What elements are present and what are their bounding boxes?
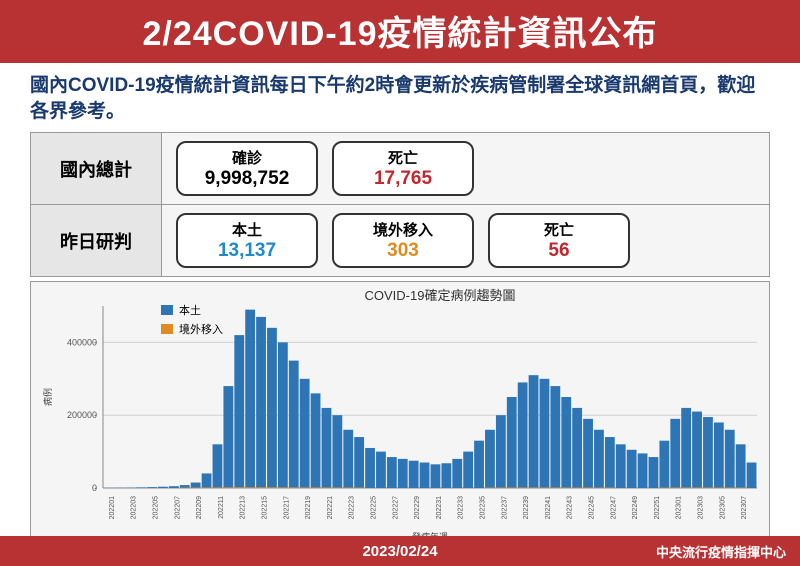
chart-legend: 本土 境外移入 xyxy=(161,302,223,340)
chart-svg: COVID-19確定病例趨勢圖0-200000-400000-病例2022012… xyxy=(33,288,767,544)
stat-card: 確診9,998,752 xyxy=(176,141,318,196)
svg-text:-: - xyxy=(94,338,97,348)
card-value: 17,765 xyxy=(348,168,458,190)
legend-label-imported: 境外移入 xyxy=(179,321,223,337)
svg-text:202227: 202227 xyxy=(392,496,399,519)
legend-label-local: 本土 xyxy=(179,302,201,318)
stat-card: 本土13,137 xyxy=(176,213,318,268)
stat-card: 境外移入303 xyxy=(332,213,474,268)
svg-text:202223: 202223 xyxy=(349,496,356,519)
svg-text:200000: 200000 xyxy=(67,410,97,420)
svg-text:病例: 病例 xyxy=(42,388,53,406)
svg-text:202201: 202201 xyxy=(109,496,116,519)
card-value: 13,137 xyxy=(192,240,302,262)
row-label-yesterday: 昨日研判 xyxy=(31,205,162,276)
svg-text:202231: 202231 xyxy=(436,496,443,519)
stats-block: 國內總計 確診9,998,752死亡17,765 昨日研判 本土13,137境外… xyxy=(30,132,770,277)
card-label: 死亡 xyxy=(504,219,614,240)
svg-text:202239: 202239 xyxy=(523,496,530,519)
legend-item-local: 本土 xyxy=(161,302,223,318)
svg-text:202241: 202241 xyxy=(545,496,552,519)
svg-text:COVID-19確定病例趨勢圖: COVID-19確定病例趨勢圖 xyxy=(365,288,516,303)
svg-text:202221: 202221 xyxy=(327,496,334,519)
svg-text:202233: 202233 xyxy=(458,496,465,519)
card-label: 確診 xyxy=(192,147,302,168)
card-label: 境外移入 xyxy=(348,219,458,240)
svg-text:202219: 202219 xyxy=(305,496,312,519)
svg-text:202301: 202301 xyxy=(676,496,683,519)
page-title: 2/24COVID-19疫情統計資訊公布 xyxy=(0,0,800,63)
svg-text:202229: 202229 xyxy=(414,496,421,519)
svg-text:202225: 202225 xyxy=(371,496,378,519)
footer-date: 2023/02/24 xyxy=(362,543,437,560)
svg-text:202217: 202217 xyxy=(283,496,290,519)
row-label-total: 國內總計 xyxy=(31,133,162,204)
stat-card: 死亡17,765 xyxy=(332,141,474,196)
row-cards-total: 確診9,998,752 死亡17,765 xyxy=(162,133,769,204)
card-label: 本土 xyxy=(192,219,302,240)
svg-text:202249: 202249 xyxy=(632,496,639,519)
svg-text:202207: 202207 xyxy=(174,496,181,519)
svg-text:202251: 202251 xyxy=(654,496,661,519)
svg-text:202247: 202247 xyxy=(610,496,617,519)
svg-text:202305: 202305 xyxy=(719,496,726,519)
subtitle: 國內COVID-19疫情統計資訊每日下午約2時會更新於疾病管制署全球資訊網首頁，… xyxy=(0,63,800,132)
svg-text:202209: 202209 xyxy=(196,496,203,519)
stats-row-yesterday: 昨日研判 本土13,137 境外移入303 死亡56 xyxy=(30,204,770,277)
card-value: 56 xyxy=(504,240,614,262)
footer: 2023/02/24 中央流行疫情指揮中心 xyxy=(0,536,800,566)
svg-text:202237: 202237 xyxy=(501,496,508,519)
svg-text:-: - xyxy=(94,483,97,493)
svg-text:202243: 202243 xyxy=(567,496,574,519)
footer-org: 中央流行疫情指揮中心 xyxy=(656,542,786,561)
card-value: 9,998,752 xyxy=(192,168,302,190)
svg-text:202215: 202215 xyxy=(262,496,269,519)
svg-text:202245: 202245 xyxy=(589,496,596,519)
svg-text:202303: 202303 xyxy=(698,496,705,519)
chart-container: 本土 境外移入 COVID-19確定病例趨勢圖0-200000-400000-病… xyxy=(30,281,770,553)
svg-text:202211: 202211 xyxy=(218,496,225,519)
svg-text:202205: 202205 xyxy=(153,496,160,519)
legend-item-imported: 境外移入 xyxy=(161,321,223,337)
card-value: 303 xyxy=(348,240,458,262)
card-label: 死亡 xyxy=(348,147,458,168)
stat-card: 死亡56 xyxy=(488,213,630,268)
stats-row-total: 國內總計 確診9,998,752 死亡17,765 xyxy=(30,132,770,204)
svg-text:202307: 202307 xyxy=(741,496,748,519)
svg-text:202203: 202203 xyxy=(131,496,138,519)
svg-text:-: - xyxy=(94,410,97,420)
svg-text:400000: 400000 xyxy=(67,338,97,348)
svg-text:202213: 202213 xyxy=(240,496,247,519)
svg-text:202235: 202235 xyxy=(480,496,487,519)
row-cards-yesterday: 本土13,137 境外移入303 死亡56 xyxy=(162,205,769,276)
